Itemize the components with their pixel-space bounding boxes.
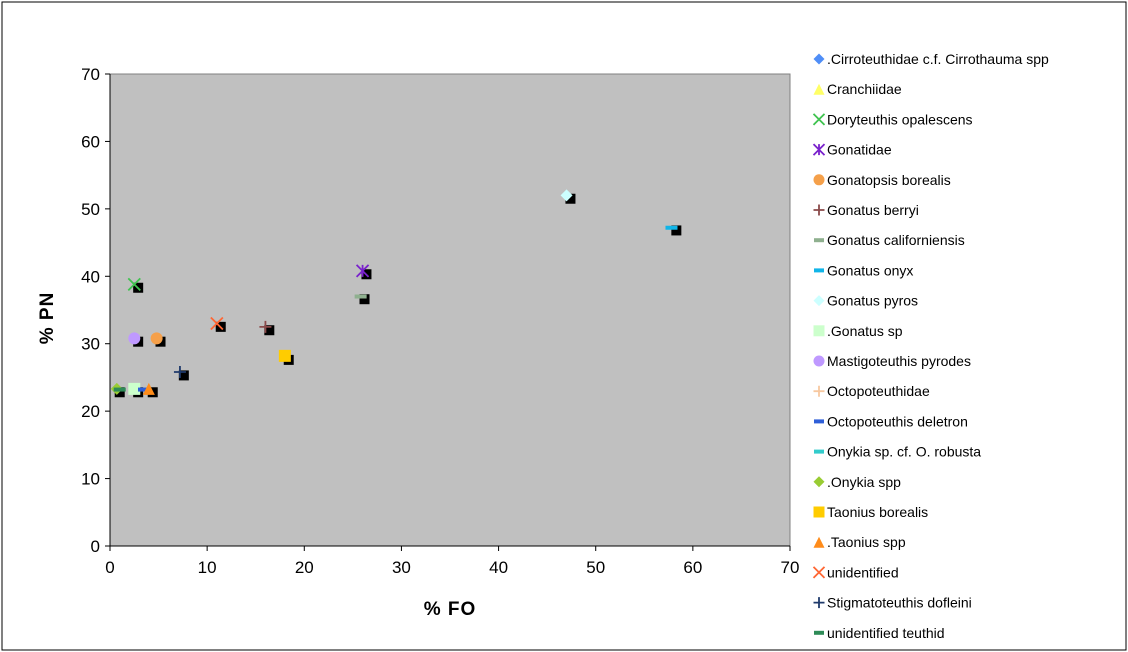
legend-marker — [813, 597, 825, 609]
legend-label: Cranchiidae — [827, 81, 902, 97]
legend-marker — [812, 113, 826, 126]
y-tick-label: 70 — [81, 65, 100, 84]
legend-marker — [814, 238, 824, 243]
x-tick-label: 10 — [198, 558, 217, 577]
legend-marker — [814, 630, 824, 635]
legend-label: Gonatus berryi — [827, 202, 919, 218]
legend-label: Mastigoteuthis pyrodes — [827, 353, 971, 369]
legend-marker — [813, 295, 825, 307]
shadow-marker — [264, 325, 275, 336]
legend-label: .Gonatus sp — [827, 323, 903, 339]
data-point — [278, 349, 291, 362]
legend-label: Gonatus californiensis — [827, 232, 965, 248]
y-tick-label: 0 — [91, 537, 100, 556]
legend: .Cirroteuthidae c.f. Cirrothauma spp Cran… — [812, 51, 1049, 641]
legend-label: .Cirroteuthidae c.f. Cirrothauma spp — [827, 51, 1049, 67]
legend-marker — [812, 566, 826, 579]
data-point — [665, 225, 678, 230]
plot-background — [109, 73, 791, 547]
legend-label: Gonatus pyros — [827, 293, 918, 309]
legend-label: Doryteuthis opalescens — [827, 111, 973, 127]
y-tick-label: 50 — [81, 200, 100, 219]
legend-marker — [813, 536, 825, 548]
x-tick-label: 70 — [781, 558, 800, 577]
data-point — [113, 387, 126, 392]
y-tick-label: 40 — [81, 267, 100, 286]
shadow-marker — [565, 193, 576, 204]
data-point — [142, 382, 155, 395]
x-tick-label: 40 — [489, 558, 508, 577]
legend-label: Taonius borealis — [827, 504, 928, 520]
shadow-marker — [178, 370, 189, 381]
x-tick-label: 60 — [683, 558, 702, 577]
data-point — [560, 189, 573, 202]
data-point — [259, 320, 272, 333]
legend-label: .Onykia spp — [827, 474, 901, 490]
x-axis-title: % FO — [424, 599, 477, 620]
legend-label: unidentified — [827, 564, 899, 580]
shadow-marker — [671, 225, 682, 236]
data-point — [127, 277, 141, 292]
y-tick-label: 10 — [81, 470, 100, 489]
legend-marker — [813, 325, 825, 337]
x-tick-label: 0 — [105, 558, 114, 577]
data-point — [355, 264, 370, 278]
legend-marker — [813, 53, 825, 65]
legend-marker — [814, 449, 824, 454]
y-axis-title: % PN — [37, 292, 58, 345]
data-point — [354, 294, 367, 299]
legend-marker — [813, 385, 825, 397]
data-point — [128, 332, 141, 345]
legend-marker — [812, 143, 826, 156]
data-point — [150, 332, 163, 345]
legend-label: Gonatidae — [827, 142, 892, 158]
y-tick-label: 20 — [81, 402, 100, 421]
legend-label: Gonatopsis borealis — [827, 172, 951, 188]
legend-label: Onykia sp. cf. O. robusta — [827, 444, 981, 460]
legend-label: Octopoteuthis deletron — [827, 413, 968, 429]
legend-marker — [813, 506, 825, 518]
data-point — [173, 366, 186, 379]
x-tick-label: 20 — [295, 558, 314, 577]
shadow-marker — [359, 294, 370, 305]
shadow-marker — [114, 387, 125, 398]
legend-label: unidentified teuthid — [827, 625, 945, 641]
legend-marker — [813, 204, 825, 216]
legend-label: Octopoteuthidae — [827, 383, 930, 399]
legend-label: Stigmatoteuthis dofleini — [827, 595, 972, 611]
legend-marker — [813, 476, 825, 488]
legend-marker — [813, 355, 825, 367]
axes: 0 10 20 30 40 50 60 70 0 10 20 30 40 50 60 70 — [81, 65, 799, 577]
legend-label: .Taonius spp — [827, 534, 906, 550]
legend-marker — [814, 268, 824, 273]
data-point — [138, 387, 150, 392]
y-tick-label: 30 — [81, 335, 100, 354]
data-point — [210, 316, 224, 331]
legend-marker — [813, 83, 825, 95]
plot-area — [109, 73, 791, 547]
legend-marker — [814, 419, 824, 424]
x-tick-label: 50 — [586, 558, 605, 577]
y-tick-label: 60 — [81, 132, 100, 151]
x-tick-label: 30 — [392, 558, 411, 577]
data-point — [128, 382, 141, 395]
legend-label: Gonatus onyx — [827, 262, 913, 278]
legend-marker — [813, 174, 825, 186]
